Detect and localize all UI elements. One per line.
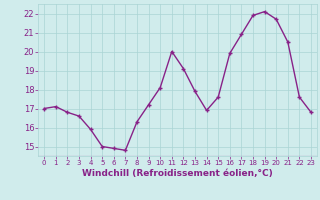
X-axis label: Windchill (Refroidissement éolien,°C): Windchill (Refroidissement éolien,°C): [82, 169, 273, 178]
